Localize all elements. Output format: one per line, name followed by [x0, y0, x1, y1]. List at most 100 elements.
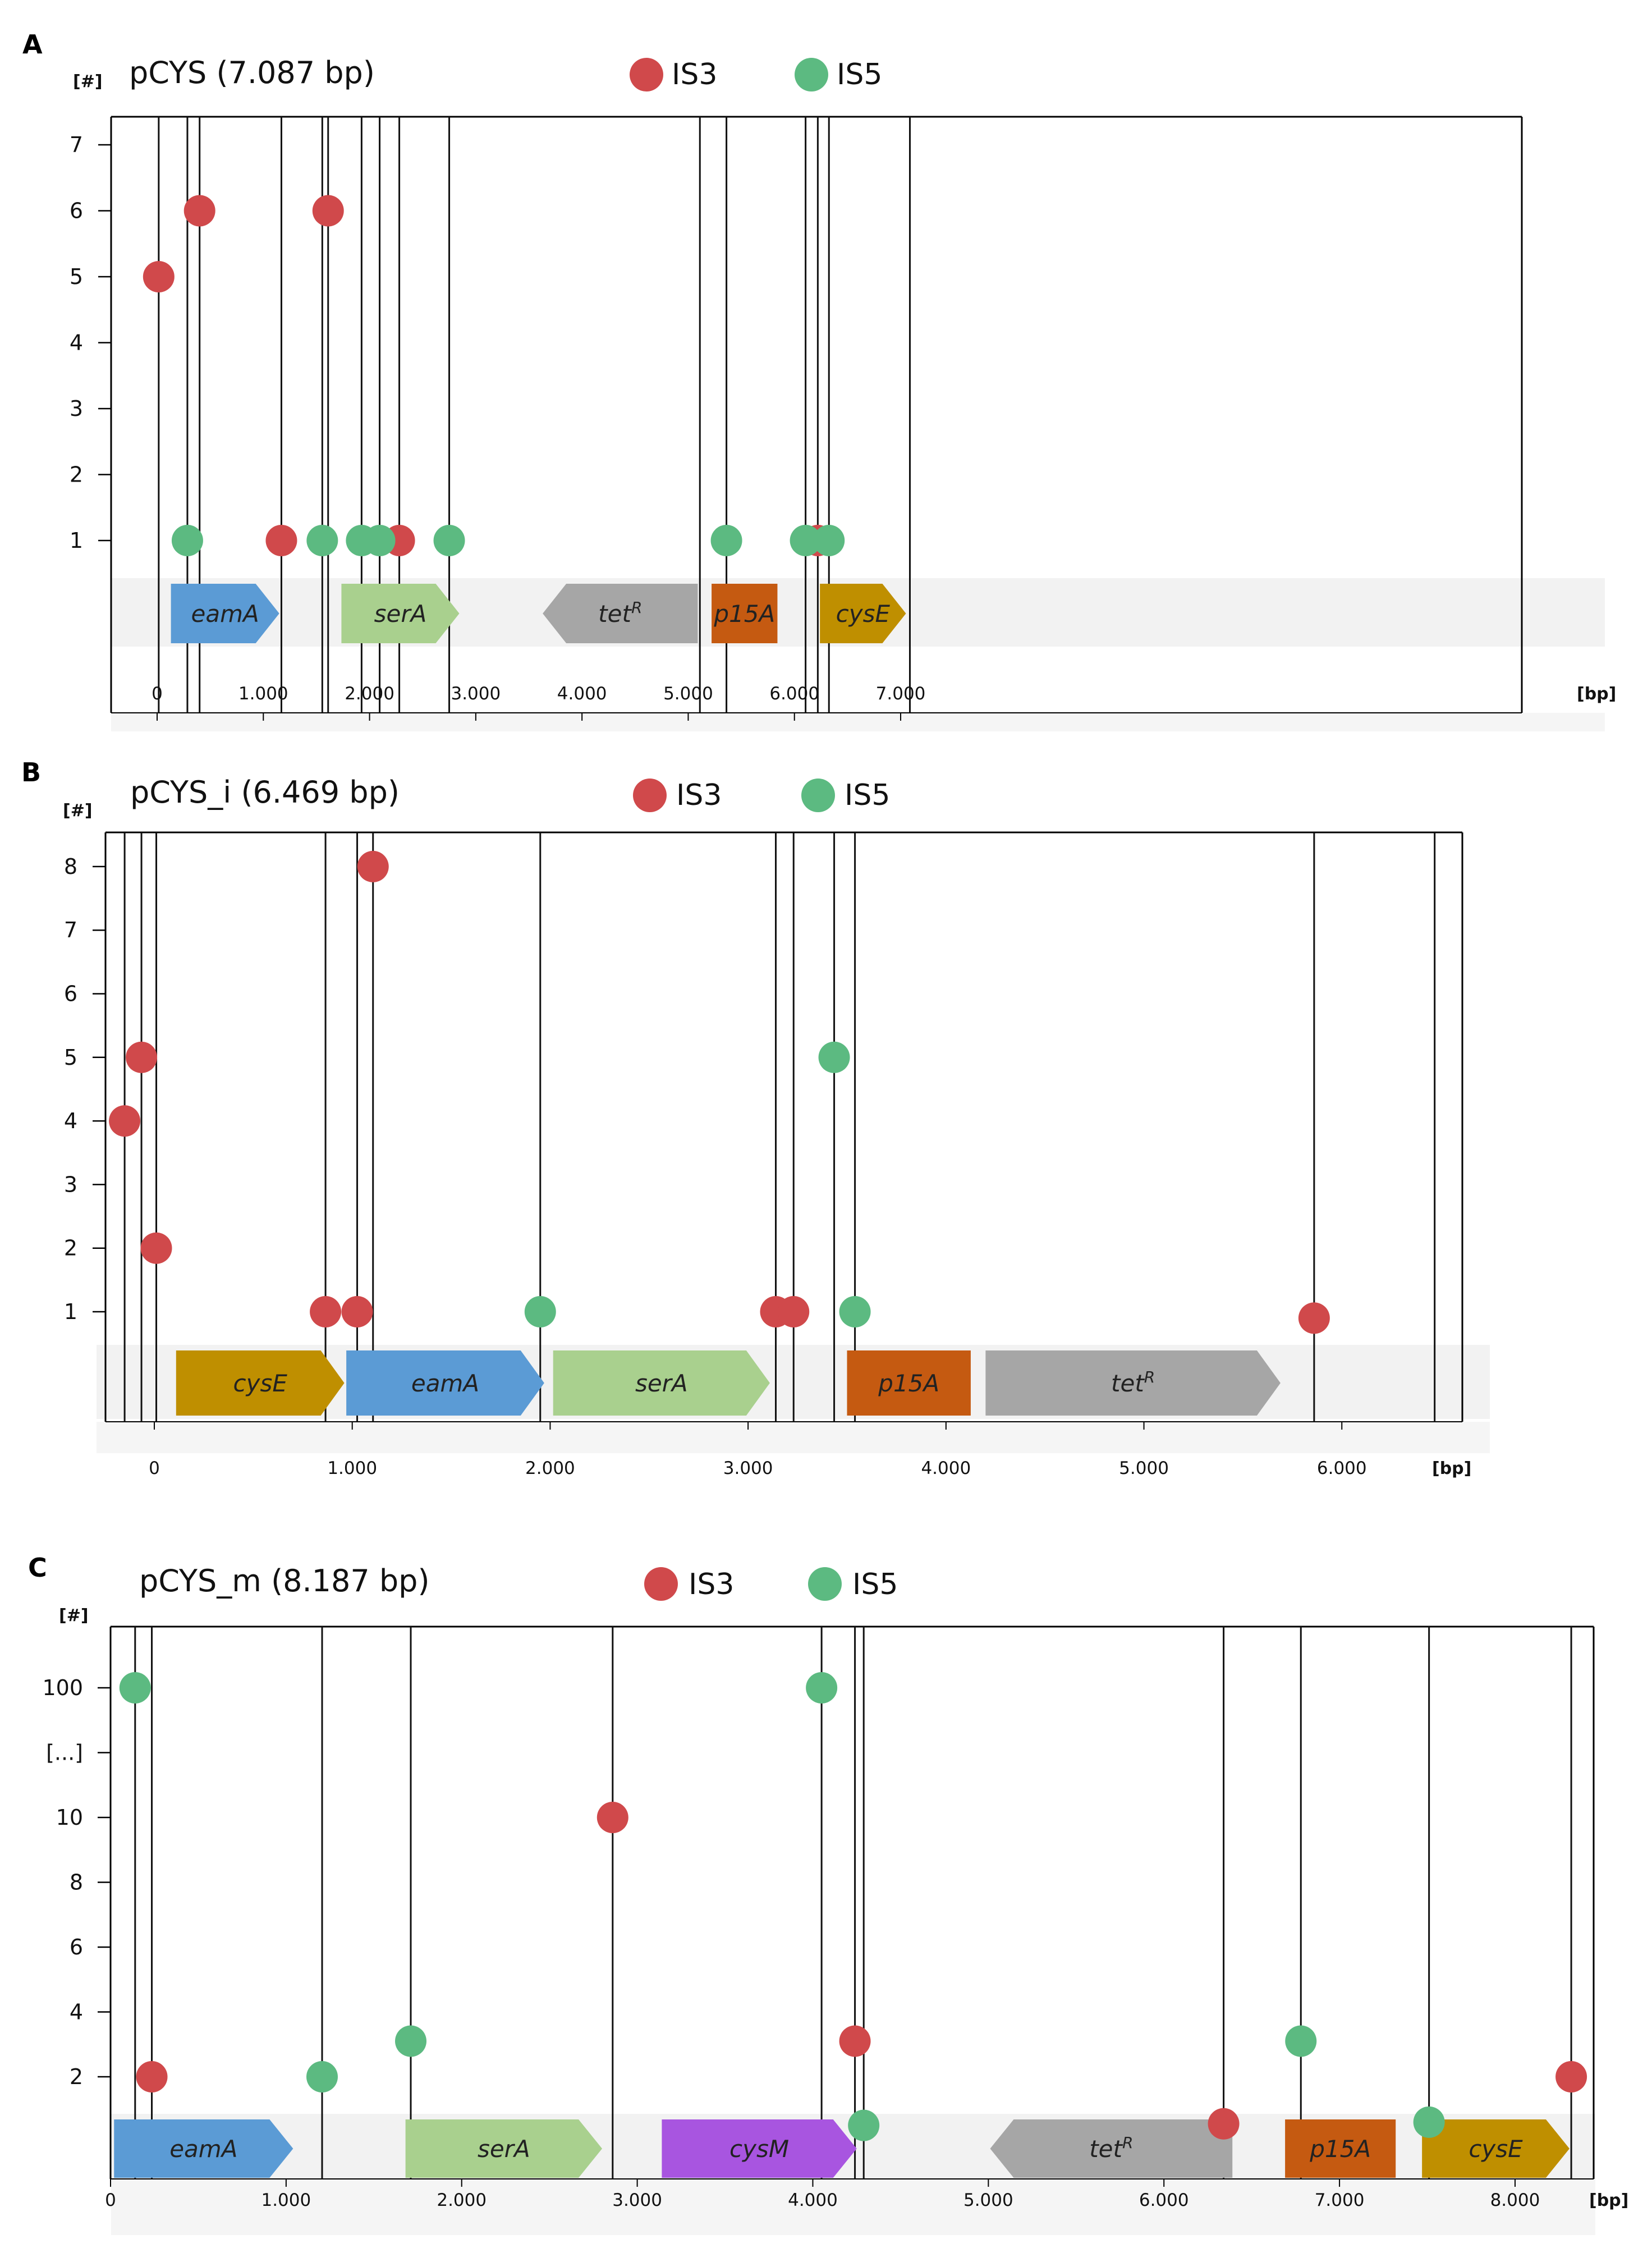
y-tick-label: 6	[64, 982, 77, 1006]
gene-label-sera: serA	[635, 1370, 688, 1397]
chart-title: pCYS_m (8.187 bp)	[139, 1563, 430, 1599]
x-tick-label: 0	[152, 684, 163, 704]
y-tick-label: [...]	[46, 1741, 83, 1765]
legend-label-is3: IS3	[676, 779, 722, 812]
y-tick-label: 6	[70, 1935, 83, 1959]
gene-label-tet: tetR	[598, 598, 642, 628]
x-tick-label: 7.000	[876, 684, 926, 704]
data-point-is5	[171, 525, 203, 556]
panel-letter: C	[28, 1553, 47, 1583]
data-point-is5	[306, 525, 338, 556]
legend-marker-is5	[795, 58, 828, 91]
data-point-is5	[813, 525, 845, 556]
legend-label-is5: IS5	[845, 779, 890, 812]
x-axis-label: [bp]	[1432, 1459, 1471, 1478]
y-tick-label: 2	[70, 463, 83, 487]
x-tick-label: 4.000	[557, 684, 607, 704]
y-tick-label: 3	[70, 396, 83, 421]
y-tick-label: 7	[64, 918, 77, 942]
x-tick-label: 6.000	[769, 684, 819, 704]
data-point-is3	[312, 195, 344, 227]
data-point-is5	[1413, 2106, 1445, 2138]
chart-title: pCYS (7.087 bp)	[129, 55, 375, 90]
y-tick-label: 2	[64, 1236, 77, 1261]
y-tick-label: 6	[70, 199, 83, 223]
gene-tet	[985, 1350, 1281, 1416]
x-axis-label: [bp]	[1577, 684, 1616, 704]
x-tick-label: 3.000	[451, 684, 501, 704]
data-point-is3	[140, 1232, 172, 1264]
data-point-is5	[818, 1041, 850, 1073]
y-tick-label: 2	[70, 2064, 83, 2089]
gene-sera	[405, 2119, 603, 2178]
y-tick-label: 8	[64, 854, 77, 879]
y-tick-label: 10	[56, 1805, 83, 1830]
x-tick-label: 1.000	[238, 684, 288, 704]
gene-cyse	[820, 584, 906, 643]
x-axis-strip	[111, 713, 1605, 731]
data-point-is5	[710, 525, 742, 556]
x-axis-strip	[111, 2179, 1595, 2235]
legend-label-is5: IS5	[837, 58, 882, 91]
data-point-is5	[433, 525, 465, 556]
y-tick-label: 1	[70, 528, 83, 553]
data-point-is3	[1298, 1302, 1330, 1334]
data-point-is3	[136, 2061, 168, 2092]
data-point-is5	[364, 525, 396, 556]
x-tick-label: 7.000	[1315, 2190, 1365, 2210]
y-tick-label: 100	[42, 1675, 83, 1700]
data-point-is5	[306, 2061, 338, 2092]
panel-letter: B	[21, 757, 41, 787]
gene-tet	[990, 2119, 1233, 2178]
gene-sera	[341, 584, 460, 643]
data-point-is3	[1555, 2061, 1587, 2092]
data-point-is5	[395, 2025, 427, 2057]
data-point-is3	[310, 1296, 342, 1327]
gene-cyse	[1422, 2119, 1570, 2178]
data-point-is5	[806, 1672, 838, 1704]
x-axis-label: [bp]	[1589, 2191, 1628, 2210]
data-point-is5	[848, 2109, 880, 2141]
legend-marker-is3	[630, 58, 663, 91]
data-point-is3	[596, 1802, 628, 1833]
x-tick-label: 1.000	[327, 1458, 377, 1478]
data-point-is5	[1285, 2025, 1317, 2057]
legend-label-is3: IS3	[689, 1568, 734, 1601]
gene-label-cyse: cysE	[1469, 2135, 1523, 2163]
x-tick-label: 3.000	[612, 2190, 662, 2210]
gene-label-cysm: cysM	[729, 2135, 789, 2163]
gene-label-p15a: p15A	[878, 1370, 939, 1397]
y-tick-label: 5	[70, 264, 83, 289]
gene-label-eama: eamA	[169, 2135, 237, 2163]
gene-eama	[346, 1350, 544, 1416]
gene-eama	[171, 584, 279, 643]
gene-p15a	[712, 584, 778, 643]
gene-label-p15a: p15A	[713, 600, 775, 628]
x-axis-strip	[97, 1422, 1490, 1453]
data-point-is3	[183, 195, 215, 227]
x-tick-label: 1.000	[261, 2190, 311, 2210]
data-point-is3	[265, 525, 297, 556]
chart-title: pCYS_i (6.469 bp)	[130, 775, 400, 810]
x-tick-label: 4.000	[788, 2190, 838, 2210]
legend-label-is3: IS3	[672, 58, 717, 91]
data-point-is3	[778, 1296, 810, 1327]
x-tick-label: 3.000	[723, 1458, 773, 1478]
data-point-is3	[1208, 2108, 1240, 2140]
x-tick-label: 2.000	[525, 1458, 575, 1478]
x-tick-label: 4.000	[921, 1458, 971, 1478]
data-point-is3	[143, 261, 175, 292]
x-tick-label: 8.000	[1490, 2190, 1540, 2210]
data-point-is5	[524, 1296, 556, 1327]
gene-eama	[114, 2119, 293, 2178]
panel-letter: A	[22, 29, 43, 59]
legend-marker-is3	[633, 779, 667, 812]
y-axis-label: [#]	[73, 72, 103, 91]
data-point-is3	[357, 850, 389, 882]
gene-label-sera: serA	[374, 600, 427, 628]
x-tick-label: 0	[149, 1458, 160, 1478]
